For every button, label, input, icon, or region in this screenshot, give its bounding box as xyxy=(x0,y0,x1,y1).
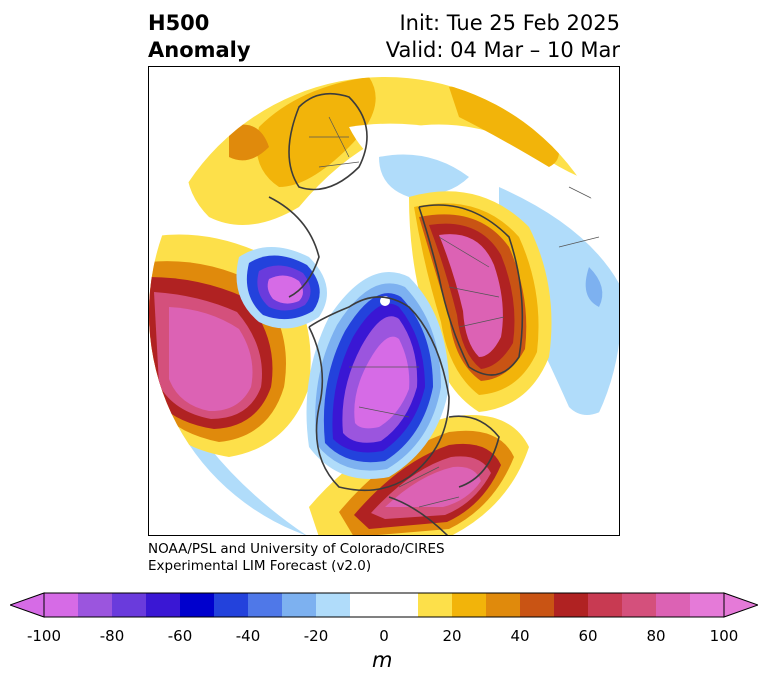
colorbar-tick-label: -100 xyxy=(26,627,62,645)
valid-range: Valid: 04 Mar – 10 Mar xyxy=(385,38,620,62)
colorbar-tick-label: -60 xyxy=(167,627,193,645)
colorbar-cell xyxy=(112,593,147,617)
anomaly-field xyxy=(149,77,619,535)
colorbar-tick-label: 20 xyxy=(442,627,462,645)
colorbar-cell xyxy=(44,593,79,617)
colorbar-cell xyxy=(486,593,521,617)
anomaly-contour xyxy=(229,124,269,161)
anomaly-contour xyxy=(449,85,559,167)
title-line-1: H500 xyxy=(148,11,210,35)
colorbar-tick-label: 80 xyxy=(646,627,666,645)
colorbar-cell xyxy=(350,593,385,617)
colorbar-cell xyxy=(452,593,487,617)
anomaly-contour xyxy=(385,466,481,507)
colorbar-cell xyxy=(282,593,317,617)
credit-line-1: NOAA/PSL and University of Colorado/CIRE… xyxy=(148,541,445,557)
anomaly-contour xyxy=(479,137,549,187)
anomaly-contour xyxy=(267,275,303,304)
coastlines xyxy=(268,92,610,535)
colorbar-cell xyxy=(316,593,351,617)
colorbar-tick-label: 60 xyxy=(578,627,598,645)
map-title: H500 Anomaly xyxy=(148,10,251,64)
colorbar-cell xyxy=(554,593,589,617)
colorbar-cell xyxy=(180,593,215,617)
credit-text: NOAA/PSL and University of Colorado/CIRE… xyxy=(148,541,445,575)
colorbar-cell xyxy=(418,593,453,617)
colorbar-cell xyxy=(622,593,657,617)
credit-line-2: Experimental LIM Forecast (v2.0) xyxy=(148,558,372,574)
colorbar-tick-label: -80 xyxy=(99,627,125,645)
colorbar-extend-left xyxy=(10,592,45,618)
anomaly-contour xyxy=(379,154,469,197)
colorbar-tick-label: 0 xyxy=(379,627,389,645)
anomaly-contour xyxy=(354,336,410,429)
colorbar-tick-label: 100 xyxy=(709,627,739,645)
colorbar-tick-label: -20 xyxy=(303,627,329,645)
anomaly-contour xyxy=(169,307,253,412)
colorbar-cell xyxy=(214,593,249,617)
colorbar-cell xyxy=(520,593,555,617)
colorbar-frame xyxy=(43,592,725,618)
title-line-2: Anomaly xyxy=(148,38,251,62)
colorbar xyxy=(10,592,758,618)
anomaly-contour xyxy=(439,234,503,357)
anomaly-contour xyxy=(585,267,603,307)
colorbar-cell xyxy=(78,593,113,617)
colorbar-tick-label: 40 xyxy=(510,627,530,645)
colorbar-cell xyxy=(656,593,691,617)
colorbar-cell xyxy=(690,593,725,617)
colorbar-extend-right xyxy=(723,592,758,618)
anomaly-contour xyxy=(256,77,376,187)
anomaly-map xyxy=(148,66,620,536)
colorbar-cell xyxy=(146,593,181,617)
init-date: Init: Tue 25 Feb 2025 xyxy=(399,11,620,35)
colorbar-cell xyxy=(384,593,419,617)
forecast-dates: Init: Tue 25 Feb 2025 Valid: 04 Mar – 10… xyxy=(386,10,620,64)
colorbar-unit: m xyxy=(372,648,393,672)
colorbar-cell xyxy=(588,593,623,617)
colorbar-cell xyxy=(248,593,283,617)
colorbar-tick-label: -40 xyxy=(235,627,261,645)
